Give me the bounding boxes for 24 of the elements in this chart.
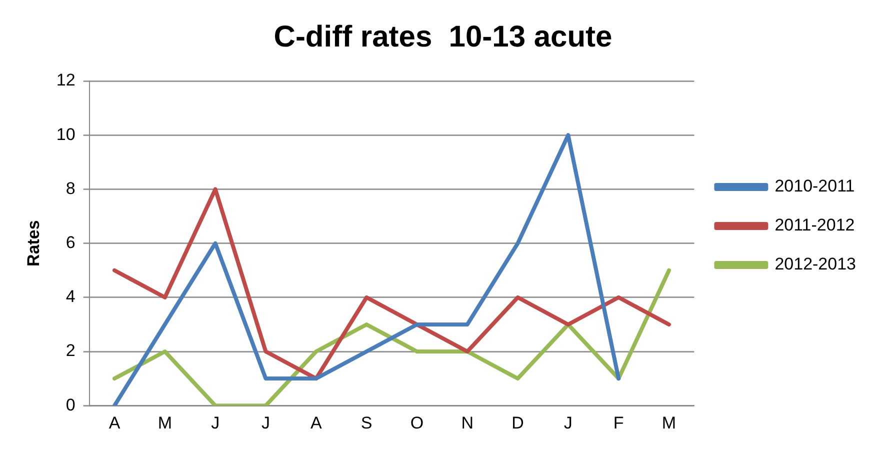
x-tick-label: A [310, 413, 322, 432]
y-tick-label: 4 [66, 287, 76, 306]
x-tick-label: M [662, 413, 676, 432]
x-tick-label: M [158, 413, 172, 432]
y-tick-label: 2 [66, 341, 76, 360]
legend-label: 2010-2011 [774, 176, 855, 196]
x-tick-label: J [261, 413, 270, 432]
x-tick-label: S [360, 413, 372, 432]
x-tick-label: J [211, 413, 220, 432]
x-tick-label: D [512, 413, 524, 432]
y-tick-label: 8 [66, 178, 76, 198]
y-tick-label: 12 [56, 70, 76, 90]
y-tick-label: 6 [66, 232, 76, 252]
y-tick-label: 10 [56, 124, 76, 144]
x-tick-label: F [613, 413, 624, 432]
legend-label: 2012-2013 [774, 254, 856, 274]
y-tick-label: 0 [66, 395, 76, 414]
x-tick-label: O [410, 413, 424, 432]
y-axis-title: Rates [24, 220, 43, 266]
x-tick-label: N [461, 413, 474, 432]
chart-title: C-diff rates 10-13 acute [274, 20, 612, 54]
x-tick-label: A [108, 413, 121, 432]
legend-label: 2011-2012 [774, 216, 855, 235]
x-tick-label: J [564, 413, 572, 432]
